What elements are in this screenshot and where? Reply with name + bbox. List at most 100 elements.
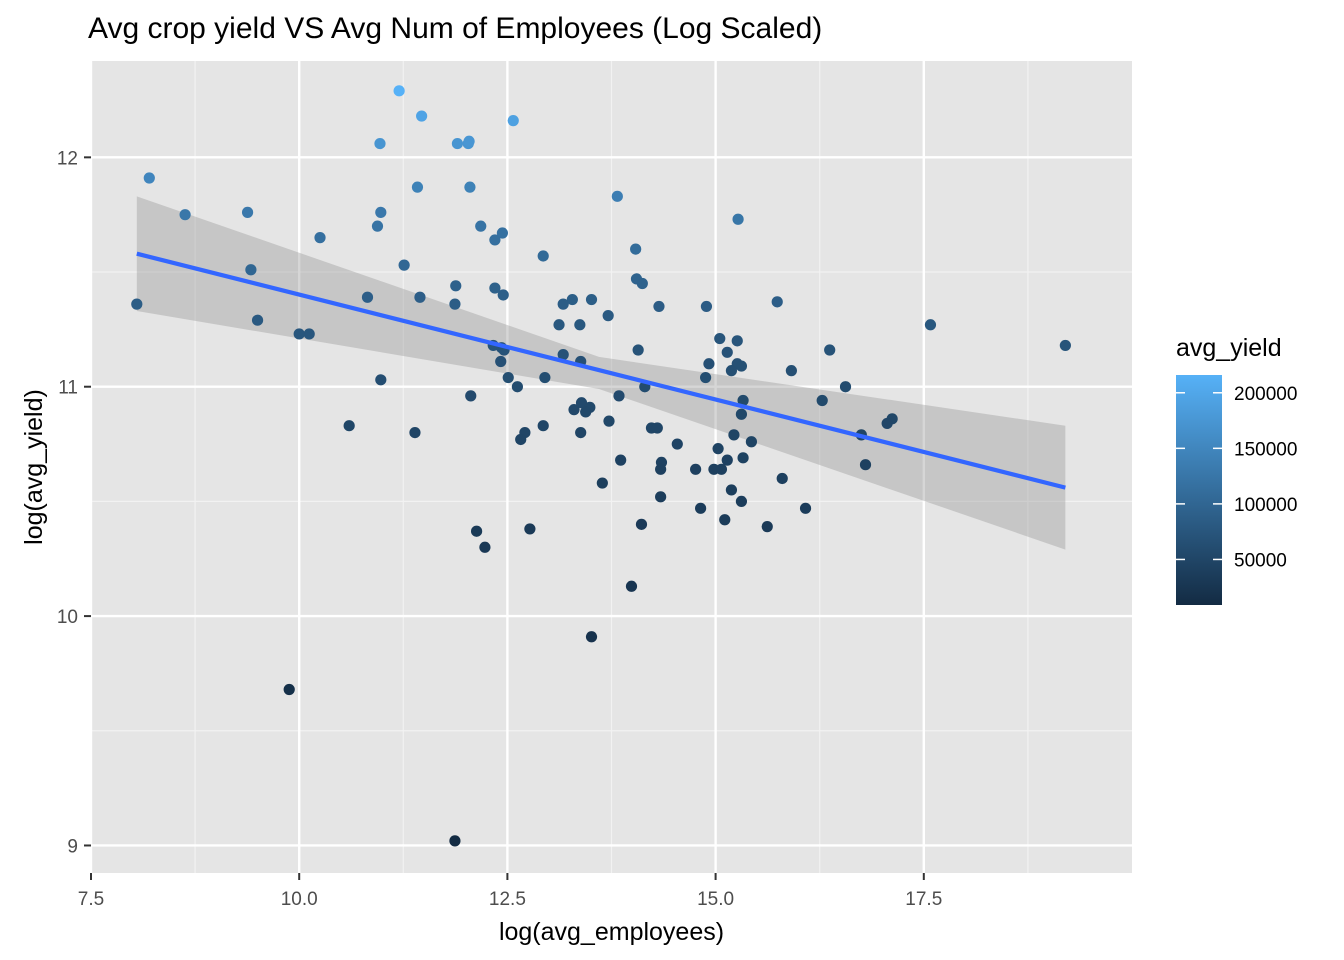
data-point [735,408,748,420]
confidence-band [136,196,1066,550]
data-point [575,397,588,409]
data-point [497,289,509,301]
data-point [574,319,586,331]
data-point [714,332,726,345]
data-point [712,443,724,455]
data-point [489,282,501,294]
legend-tick-label: 100000 [1234,495,1297,516]
data-point [303,328,315,340]
data-point [314,232,326,244]
y-tick-label: 12 [57,148,78,169]
data-point [393,85,405,97]
data-point [251,314,264,326]
x-tick-label: 15.0 [697,889,734,910]
x-tick-label: 7.5 [78,889,104,910]
legend-tick-label: 200000 [1234,384,1297,405]
data-point [651,422,663,434]
data-point [375,206,387,218]
data-point [924,319,937,331]
data-point [131,298,143,310]
data-point [737,452,749,464]
data-point [241,206,254,218]
data-point [671,438,683,450]
data-point [361,291,374,303]
y-tick-label: 10 [57,607,78,628]
data-point [630,243,642,255]
data-point [776,472,788,485]
data-point [728,429,740,441]
data-point [799,502,812,514]
data-point [568,404,580,416]
data-point [635,518,648,530]
data-point [655,463,667,475]
data-point [496,227,509,239]
data-point [293,328,305,340]
data-point [515,433,527,446]
data-point [479,541,491,553]
data-point [735,360,748,372]
data-point [816,394,828,407]
data-point [409,426,421,439]
color-legend: avg_yield 50000 100000 150000 200000 [1176,334,1297,605]
data-point [502,371,514,384]
data-point [553,319,565,331]
data-point [470,525,483,537]
x-tick-label: 12.5 [489,889,526,910]
data-point [719,514,731,526]
data-point [343,420,355,432]
data-point [632,344,644,356]
data-point [715,463,728,475]
data-point [732,213,744,225]
data-point [539,371,551,384]
data-point [585,631,598,643]
data-point [745,436,758,448]
data-point [771,296,783,308]
data-point [700,371,712,384]
data-point [721,346,733,358]
data-point [245,264,257,276]
data-point [603,415,615,427]
data-point [602,310,614,322]
data-point [731,335,743,347]
data-point [690,463,702,475]
data-point [511,381,523,393]
data-point [625,580,638,592]
data-point [557,298,569,310]
data-point [596,477,608,489]
data-point [398,259,410,271]
y-axis-title: log(avg_yield) [20,389,48,545]
y-tick-label: 9 [67,836,78,857]
data-point [411,181,424,193]
data-point [613,390,625,402]
legend-tick-label: 50000 [1234,550,1287,571]
legend-tick-label: 150000 [1234,439,1297,460]
data-point [464,181,476,193]
data-point [881,417,893,430]
data-point [537,420,549,432]
data-point [615,454,627,466]
data-point [465,390,477,402]
data-point [695,502,707,514]
data-point [179,209,191,221]
data-point [653,300,665,313]
data-point [611,190,623,202]
data-point [735,495,748,508]
x-tick-label: 17.5 [905,889,942,910]
data-point [557,349,569,361]
data-point [761,521,773,533]
data-point [416,110,428,122]
data-point [524,523,536,535]
chart-title: Avg crop yield VS Avg Num of Employees (… [88,12,822,45]
data-point [449,835,461,847]
x-axis-title: log(avg_employees) [499,918,724,946]
data-point [566,293,578,306]
data-point [725,365,738,377]
data-point [414,291,426,303]
data-point [655,491,667,503]
data-point [463,135,475,147]
trend-line [136,251,1066,490]
data-point [703,358,715,370]
data-point [859,459,872,471]
data-point [580,406,592,418]
